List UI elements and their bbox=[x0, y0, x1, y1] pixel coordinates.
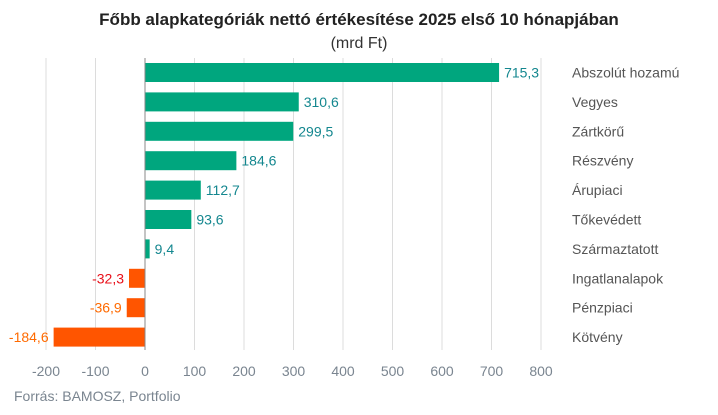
x-tick-label: 200 bbox=[232, 363, 256, 379]
bar bbox=[145, 180, 201, 200]
data-label: 715,3 bbox=[504, 65, 539, 81]
category-label: Pénzpiaci bbox=[572, 300, 633, 316]
bar bbox=[145, 92, 299, 112]
bar bbox=[145, 239, 150, 259]
x-tick-label: 100 bbox=[183, 363, 207, 379]
category-label: Abszolút hozamú bbox=[572, 65, 679, 81]
category-label: Vegyes bbox=[572, 94, 618, 110]
chart-title: Főbb alapkategóriák nettó értékesítése 2… bbox=[99, 10, 619, 29]
x-tick-label: 800 bbox=[529, 363, 553, 379]
category-label: Zártkörű bbox=[572, 123, 624, 139]
data-label: -36,9 bbox=[90, 300, 122, 316]
x-tick-label: 500 bbox=[381, 363, 405, 379]
bar bbox=[53, 327, 145, 347]
category-label: Tőkevédett bbox=[572, 212, 641, 228]
x-tick-label: 700 bbox=[480, 363, 504, 379]
x-tick-label: 300 bbox=[282, 363, 306, 379]
category-label: Kötvény bbox=[572, 329, 623, 345]
data-label: 93,6 bbox=[196, 212, 223, 228]
category-label: Részvény bbox=[572, 153, 633, 169]
data-label: 310,6 bbox=[304, 94, 339, 110]
x-tick-label: -100 bbox=[81, 363, 109, 379]
category-label: Árupiaci bbox=[572, 182, 623, 198]
data-label: 112,7 bbox=[206, 182, 240, 198]
x-tick-label: 0 bbox=[141, 363, 149, 379]
data-label: -184,6 bbox=[9, 329, 49, 345]
category-label: Származtatott bbox=[572, 241, 658, 257]
bar bbox=[145, 210, 192, 229]
bar bbox=[126, 298, 145, 318]
data-label: -32,3 bbox=[92, 270, 124, 286]
bar bbox=[145, 121, 294, 141]
x-tick-label: 400 bbox=[331, 363, 355, 379]
bar bbox=[129, 268, 145, 288]
chart-subtitle: (mrd Ft) bbox=[330, 35, 388, 52]
x-tick-label: 600 bbox=[430, 363, 454, 379]
x-tick-label: -200 bbox=[32, 363, 60, 379]
bar bbox=[145, 151, 237, 171]
data-label: 9,4 bbox=[155, 241, 175, 257]
data-label: 299,5 bbox=[298, 123, 333, 139]
bar bbox=[145, 63, 500, 82]
data-label: 184,6 bbox=[241, 153, 276, 169]
category-label: Ingatlanalapok bbox=[572, 270, 664, 286]
source-note: Forrás: BAMOSZ, Portfolio bbox=[14, 388, 181, 404]
